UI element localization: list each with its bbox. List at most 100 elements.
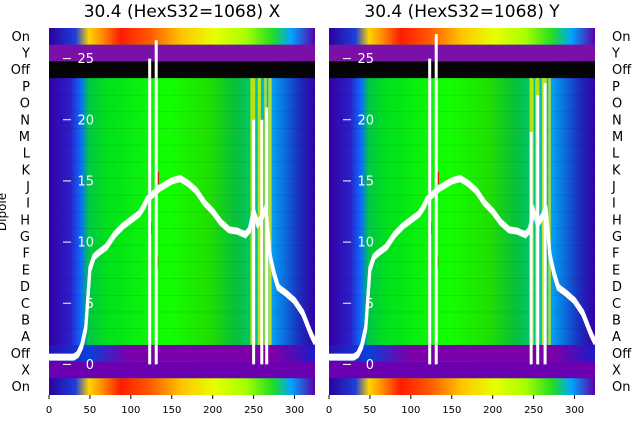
dipole-label: Y (611, 47, 620, 62)
heatmap-row (49, 61, 315, 79)
heatmap-row (49, 144, 315, 146)
x-tick-label: 100 (401, 405, 420, 416)
dipole-label: I (26, 197, 30, 212)
dipole-label: M (19, 130, 30, 145)
heatmap-row (49, 278, 315, 280)
heatmap-row (49, 94, 315, 96)
dipole-label: On (612, 30, 630, 45)
heatmap-row (329, 194, 595, 196)
heatmap-row (329, 294, 595, 296)
dipole-label: C (21, 297, 30, 312)
x-tick-label: 150 (442, 405, 461, 416)
heatmap-row (329, 244, 595, 246)
heatmap-row (329, 61, 595, 79)
heatmap-mark (157, 172, 160, 185)
heatmap-row (49, 294, 315, 296)
dipole-label: K (612, 163, 621, 178)
dipole-label: On (12, 30, 30, 45)
heatmap-row (49, 28, 315, 45)
heatmap-row (49, 128, 315, 129)
y-axis-label: Dipole (0, 193, 9, 231)
x-tick-label: 200 (483, 405, 502, 416)
heatmap-row (329, 344, 595, 362)
inner-tick-label: 0 (86, 358, 94, 373)
dipole-label: F (612, 247, 619, 262)
heatmap-row (329, 261, 595, 263)
dipole-label: Off (612, 347, 632, 362)
heatmap-row (329, 161, 595, 163)
inner-tick-label: 20 (77, 113, 94, 128)
chart-title: 30.4 (HexS32=1068) Y (364, 2, 560, 22)
dipole-label: Off (612, 63, 632, 78)
heatmap-row (49, 378, 315, 395)
dipole-label: P (612, 80, 620, 95)
heatmap-mark (437, 172, 440, 185)
inner-tick-label: 15 (357, 174, 374, 189)
heatmap-row (49, 111, 315, 113)
heatmap-row (49, 78, 315, 79)
dipole-label: B (612, 313, 621, 328)
x-tick-label: 300 (565, 405, 584, 416)
dipole-label: On (612, 380, 630, 395)
dipole-label: E (612, 263, 620, 278)
dipole-label: B (21, 313, 30, 328)
heatmap-row (329, 44, 595, 62)
dipole-label: N (20, 113, 30, 128)
chart-title: 30.4 (HexS32=1068) X (84, 2, 281, 22)
dipole-label: A (21, 330, 30, 345)
heatmap-row (329, 328, 595, 330)
heatmap-row (329, 278, 595, 280)
heatmap-strip (548, 78, 551, 345)
x-tick-label: 100 (121, 405, 140, 416)
inner-tick-label: 15 (77, 174, 94, 189)
heatmap-row (49, 161, 315, 163)
heatmap-row (49, 361, 315, 379)
dipole-label: Off (11, 63, 31, 78)
x-tick-label: 0 (46, 405, 52, 416)
dipole-label: O (612, 97, 622, 112)
dipole-label: O (20, 97, 30, 112)
heatmap-row (329, 228, 595, 229)
dipole-label: Y (21, 47, 30, 62)
heatmap-row (49, 344, 315, 362)
heatmap-row (329, 78, 595, 79)
heatmap-row (49, 311, 315, 313)
dipole-label: On (12, 380, 30, 395)
dipole-label: J (25, 180, 30, 195)
dipole-label: C (612, 297, 621, 312)
series-line (49, 178, 317, 361)
heatmap-row (329, 378, 595, 395)
heatmap-row (49, 261, 315, 263)
dipole-label: D (612, 280, 622, 295)
dipole-label: F (23, 247, 30, 262)
x-tick-label: 200 (203, 405, 222, 416)
dipole-label: L (612, 147, 620, 162)
dipole-label: M (612, 130, 623, 145)
dipole-label: H (612, 213, 622, 228)
inner-tick-label: 10 (77, 236, 94, 251)
dipole-label: P (22, 80, 30, 95)
heatmap-row (329, 28, 595, 45)
x-tick-label: 250 (524, 405, 543, 416)
dipole-label: E (22, 263, 30, 278)
heatmap-row (49, 328, 315, 330)
dipole-label: H (20, 213, 30, 228)
heatmap-row (49, 211, 315, 213)
inner-tick-label: 5 (86, 297, 94, 312)
x-tick-label: 300 (285, 405, 304, 416)
dipole-label: X (21, 363, 30, 378)
heatmap-row (49, 194, 315, 196)
series-line (329, 178, 597, 361)
inner-tick-label: 5 (366, 297, 374, 312)
heatmap-row (329, 144, 595, 146)
heatmap-row (49, 44, 315, 62)
x-tick-label: 250 (244, 405, 263, 416)
dipole-label: L (23, 147, 31, 162)
dipole-label: J (611, 180, 616, 195)
inner-tick-label: 10 (357, 236, 374, 251)
dipole-label: A (612, 330, 621, 345)
dipole-label: G (612, 230, 622, 245)
